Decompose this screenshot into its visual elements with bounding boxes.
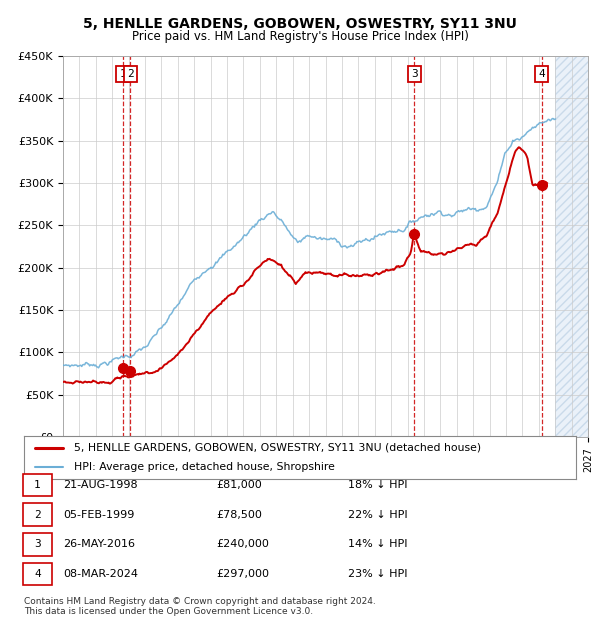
Text: £240,000: £240,000 xyxy=(216,539,269,549)
Text: 26-MAY-2016: 26-MAY-2016 xyxy=(63,539,135,549)
Text: 2: 2 xyxy=(34,510,41,520)
Text: 2: 2 xyxy=(127,69,133,79)
Text: 5, HENLLE GARDENS, GOBOWEN, OSWESTRY, SY11 3NU (detached house): 5, HENLLE GARDENS, GOBOWEN, OSWESTRY, SY… xyxy=(74,443,481,453)
Text: 4: 4 xyxy=(538,69,545,79)
Text: 3: 3 xyxy=(34,539,41,549)
Text: Price paid vs. HM Land Registry's House Price Index (HPI): Price paid vs. HM Land Registry's House … xyxy=(131,30,469,43)
Text: £297,000: £297,000 xyxy=(216,569,269,579)
Text: HPI: Average price, detached house, Shropshire: HPI: Average price, detached house, Shro… xyxy=(74,463,335,472)
Text: 5, HENLLE GARDENS, GOBOWEN, OSWESTRY, SY11 3NU: 5, HENLLE GARDENS, GOBOWEN, OSWESTRY, SY… xyxy=(83,17,517,32)
Text: This data is licensed under the Open Government Licence v3.0.: This data is licensed under the Open Gov… xyxy=(24,607,313,616)
Text: 14% ↓ HPI: 14% ↓ HPI xyxy=(348,539,407,549)
Text: 05-FEB-1999: 05-FEB-1999 xyxy=(63,510,134,520)
Text: 4: 4 xyxy=(34,569,41,579)
Text: Contains HM Land Registry data © Crown copyright and database right 2024.: Contains HM Land Registry data © Crown c… xyxy=(24,597,376,606)
Bar xyxy=(555,56,588,437)
Text: 18% ↓ HPI: 18% ↓ HPI xyxy=(348,480,407,490)
Text: 3: 3 xyxy=(411,69,418,79)
Text: £81,000: £81,000 xyxy=(216,480,262,490)
Text: 1: 1 xyxy=(34,480,41,490)
Text: 23% ↓ HPI: 23% ↓ HPI xyxy=(348,569,407,579)
Text: 08-MAR-2024: 08-MAR-2024 xyxy=(63,569,138,579)
Text: 21-AUG-1998: 21-AUG-1998 xyxy=(63,480,137,490)
Text: £78,500: £78,500 xyxy=(216,510,262,520)
Bar xyxy=(555,56,588,437)
Text: 22% ↓ HPI: 22% ↓ HPI xyxy=(348,510,407,520)
Text: 1: 1 xyxy=(119,69,126,79)
